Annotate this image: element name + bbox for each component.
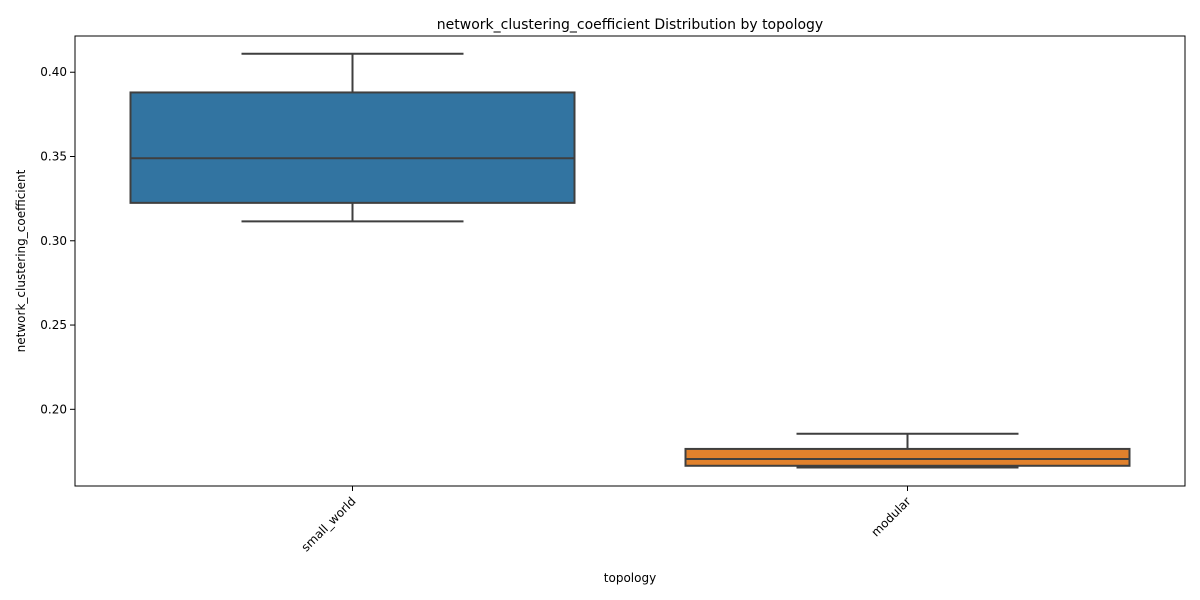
chart-title: network_clustering_coefficient Distribut… — [437, 17, 823, 33]
axes-frame — [74, 35, 1186, 487]
y-axis: 0.20 0.25 0.30 0.35 0.40 — [40, 65, 75, 416]
box-modular — [684, 432, 1131, 469]
box-small_world — [129, 52, 576, 223]
y-axis-label: network_clustering_coefficient — [14, 169, 28, 352]
x-tick-label: small_world — [299, 494, 359, 554]
y-tick-label: 0.20 — [40, 402, 67, 416]
iqr-box — [684, 447, 1131, 467]
plot-area — [129, 52, 1131, 469]
y-tick-label: 0.40 — [40, 65, 67, 79]
y-tick-label: 0.30 — [40, 234, 67, 248]
y-tick-label: 0.35 — [40, 150, 67, 164]
x-axis-label: topology — [604, 571, 656, 585]
iqr-box — [129, 91, 576, 204]
x-tick-label: modular — [868, 494, 913, 539]
y-tick-label: 0.25 — [40, 318, 67, 332]
x-axis: small_world modular — [299, 486, 914, 554]
